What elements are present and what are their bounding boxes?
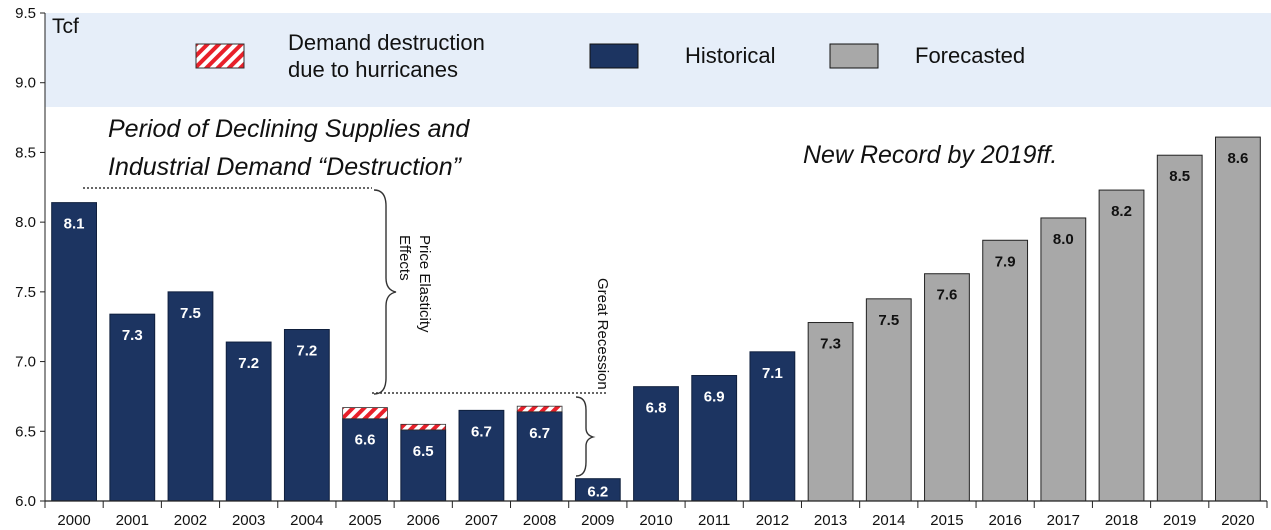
- x-tick-label: 2004: [290, 512, 323, 529]
- legend-label-hurricanes-1: Demand destruction: [288, 30, 485, 55]
- bars: 8.1 7.3 7.5 7.2 7.2 6.6 6.5 6.7 6.7 6.2 6.8 6.9 7.1 7…: [51, 136, 1261, 502]
- y-tick-label: 6.0: [15, 493, 36, 510]
- legend-band: [45, 13, 1271, 107]
- x-tick-label: 2009: [581, 512, 614, 529]
- x-tick-label: 2001: [116, 512, 149, 529]
- x-tick-label: 2016: [988, 512, 1021, 529]
- data-label-2014: 7.5: [878, 312, 899, 329]
- x-tick-label: 2006: [407, 512, 440, 529]
- x-tick-label: 2014: [872, 512, 905, 529]
- y-tick-label: 8.0: [15, 214, 36, 231]
- bar-2013: [807, 322, 854, 502]
- x-tick-label: 2013: [814, 512, 847, 529]
- data-label-2010: 6.8: [646, 400, 667, 417]
- y-tick-label: 9.5: [15, 5, 36, 22]
- bar-2017: [1040, 217, 1087, 502]
- bar-2020: [1215, 136, 1261, 502]
- bar-2014: [865, 298, 912, 502]
- data-label-2000: 8.1: [64, 216, 85, 233]
- data-label-2002: 7.5: [180, 305, 201, 322]
- legend-swatch-forecasted: [829, 43, 879, 69]
- data-label-2013: 7.3: [820, 336, 841, 353]
- annotation-price-elasticity-2: Effects: [396, 235, 413, 281]
- annotation-record: New Record by 2019ff.: [803, 141, 1057, 169]
- y-axis: 6.0 6.5 7.0 7.5 8.0 8.5 9.0 9.5: [15, 5, 46, 510]
- legend-label-hurricanes-2: due to hurricanes: [288, 57, 458, 82]
- bar-2019: [1156, 154, 1203, 502]
- y-tick-label: 9.0: [15, 75, 36, 92]
- legend-swatch-historical: [589, 43, 639, 69]
- annotation-great-recession: Great Recession: [594, 278, 611, 390]
- x-tick-label: 2018: [1105, 512, 1138, 529]
- y-tick-label: 6.5: [15, 423, 36, 440]
- bar-2012: [749, 351, 796, 502]
- hurricane-segment-2008: [516, 405, 563, 413]
- x-tick-label: 2011: [698, 512, 730, 529]
- x-tick-label: 2005: [348, 512, 381, 529]
- data-label-2007: 6.7: [471, 423, 492, 440]
- legend: Demand destruction due to hurricanes His…: [195, 30, 1025, 82]
- unit-label: Tcf: [52, 15, 79, 38]
- legend-swatch-hurricanes: [195, 43, 245, 69]
- data-label-2018: 8.2: [1111, 203, 1132, 220]
- price-elasticity-brace: [373, 189, 397, 395]
- data-label-2012: 7.1: [762, 365, 783, 382]
- bar-2000: [51, 202, 97, 502]
- annotation-price-elasticity-1: Price Elasticity: [416, 235, 433, 333]
- data-label-2009: 6.2: [587, 484, 608, 501]
- x-tick-label: 2010: [639, 512, 672, 529]
- hurricane-segment-2006: [400, 423, 447, 431]
- data-label-2017: 8.0: [1053, 231, 1074, 248]
- x-tick-label: 2017: [1047, 512, 1080, 529]
- x-tick-label: 2002: [174, 512, 207, 529]
- x-tick-label: 2019: [1163, 512, 1196, 529]
- bar-2003: [225, 341, 272, 502]
- bar-2016: [982, 239, 1029, 502]
- x-tick-label: 2015: [930, 512, 963, 529]
- annotation-period-1: Period of Declining Supplies and: [108, 115, 470, 143]
- bar-2001: [109, 313, 156, 502]
- data-label-2015: 7.6: [937, 287, 958, 304]
- hurricane-segment-2005: [342, 407, 388, 420]
- data-label-2016: 7.9: [995, 253, 1016, 270]
- annotation-period-2: Industrial Demand “Destruction”: [108, 153, 463, 181]
- data-label-2005: 6.6: [355, 432, 376, 449]
- data-label-2019: 8.5: [1169, 168, 1190, 185]
- x-tick-label: 2020: [1221, 512, 1254, 529]
- data-label-2001: 7.3: [122, 327, 143, 344]
- bar-2018: [1098, 189, 1145, 502]
- x-tick-label: 2012: [756, 512, 789, 529]
- great-recession-brace: [575, 396, 596, 477]
- data-label-2011: 6.9: [704, 389, 725, 406]
- x-tick-label: 2007: [465, 512, 498, 529]
- data-label-2008: 6.7: [529, 425, 550, 442]
- bar-2006: [400, 429, 447, 502]
- y-tick-label: 8.5: [15, 144, 36, 161]
- data-label-2004: 7.2: [296, 343, 317, 360]
- y-tick-label: 7.0: [15, 354, 36, 371]
- x-tick-label: 2003: [232, 512, 265, 529]
- bar-2015: [924, 273, 970, 502]
- legend-label-forecasted: Forecasted: [915, 43, 1025, 68]
- x-axis: 2000 2001 2002 2003 2004 2005 2006 2007 2008 2009…: [44, 500, 1268, 529]
- legend-label-historical: Historical: [685, 43, 775, 68]
- data-label-2003: 7.2: [238, 355, 259, 372]
- annotations: Period of Declining Supplies and Industr…: [83, 115, 1057, 477]
- x-tick-label: 2000: [57, 512, 90, 529]
- data-label-2020: 8.6: [1227, 150, 1248, 167]
- bar-2004: [283, 329, 330, 502]
- bar-2010: [633, 386, 679, 502]
- y-tick-label: 7.5: [15, 284, 36, 301]
- bar-2002: [167, 291, 214, 502]
- x-tick-label: 2008: [523, 512, 556, 529]
- data-label-2006: 6.5: [413, 443, 434, 460]
- bar-2011: [691, 375, 738, 502]
